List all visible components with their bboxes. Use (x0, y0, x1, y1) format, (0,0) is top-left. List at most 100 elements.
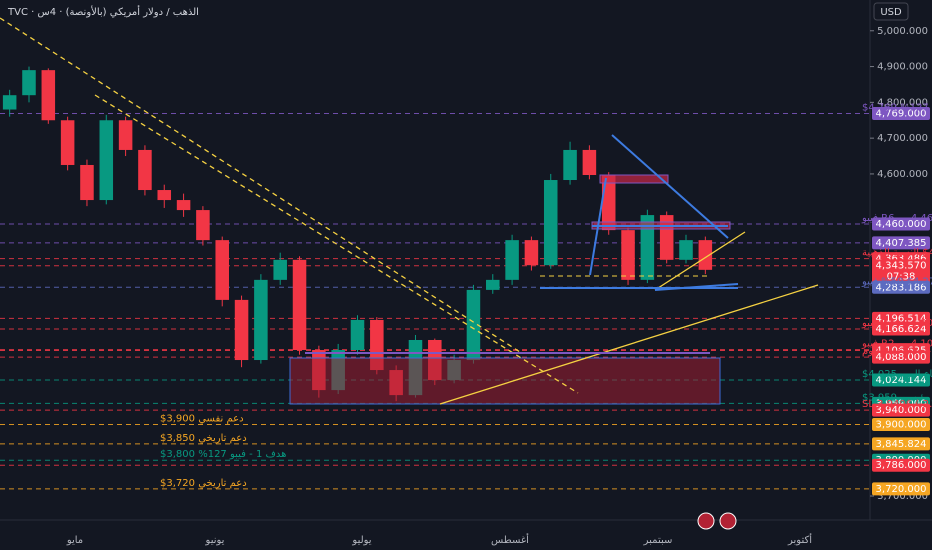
candle-body (601, 175, 616, 231)
zone-box (289, 357, 721, 405)
zone-box (599, 174, 669, 184)
event-icon[interactable] (719, 512, 737, 530)
event-icon[interactable] (697, 512, 715, 530)
trend-line (94, 94, 579, 394)
level-note: دعم تاريخي 3,850$ (160, 433, 247, 444)
candle-body (543, 180, 558, 266)
y-tick-label: 4,700.000 (877, 133, 928, 144)
price-label-box (872, 373, 930, 387)
level-note: قاع رئيسي 3,959$ (862, 392, 932, 403)
candle-body (505, 240, 519, 280)
candle-body (698, 240, 713, 270)
price-label-box (872, 458, 930, 472)
price-label-box (872, 403, 930, 417)
price-label-box (872, 106, 930, 120)
candle-body (524, 240, 539, 266)
candle-body (2, 95, 17, 110)
price-label: 4,769.000 (876, 108, 927, 119)
candle-body (466, 289, 481, 361)
price-label: 3,940.000 (876, 405, 927, 416)
candle-body (99, 120, 114, 201)
x-tick-label: سبتمبر (643, 535, 673, 546)
price-label: 3,786.000 (876, 460, 927, 471)
price-label: 4,460.000 (876, 219, 927, 230)
currency[interactable]: USD (880, 7, 902, 18)
y-tick-label: 4,800.000 (877, 97, 928, 108)
candle-body (157, 190, 172, 201)
candle-body (22, 70, 36, 96)
price-label-box (872, 259, 930, 284)
level-note: R3 — 4,202$ 38.2% فيبو (861, 318, 932, 329)
price-label: 4,283.186 (876, 282, 927, 293)
candle-body (196, 210, 210, 241)
candle-body (292, 259, 307, 351)
candle-body (254, 279, 268, 361)
chart-title: TVC · الذهب / دولار أمريكي (بالأونصة) · … (7, 5, 199, 18)
price-label-box (872, 437, 930, 451)
price-label: 4,024.144 (876, 375, 927, 386)
candle-body (138, 149, 152, 191)
price-label-box (872, 417, 930, 431)
price-label-box (872, 322, 930, 336)
currency-button[interactable] (873, 2, 909, 21)
level-note: R1 — 4,088$ قمة اليوم (862, 346, 932, 357)
candle-body (41, 70, 56, 121)
price-label: 3,720.000 (876, 484, 927, 495)
x-tick-label: يوليو (351, 535, 371, 546)
price-label: 3,845.824 (876, 439, 927, 450)
price-label: 4,196.514 (876, 313, 927, 324)
level-note: امتداد 127% 4,769$ (862, 102, 932, 113)
y-tick-label: 4,900.000 (877, 62, 928, 73)
x-tick-label: أغسطس (491, 533, 529, 546)
price-label: 4,407.385 (876, 238, 927, 249)
price-label-box (872, 236, 930, 250)
candle-body (80, 164, 94, 201)
level-note: دعم تاريخي 3,720$ (160, 478, 247, 489)
price-label: 4,363.486 (876, 254, 927, 265)
price-label: 4,166.624 (876, 324, 927, 335)
price-label: 4,343.570 (876, 261, 927, 272)
level-note: دعم نفسي 3,900$ (160, 413, 244, 424)
level-note: R6 — 4,460$ 78.6% فيبو (861, 213, 932, 224)
level-note: هدف 1 - فيبو 127% 3,800$ (160, 449, 286, 460)
arrow (589, 177, 607, 276)
x-tick-label: مايو (66, 535, 83, 546)
candle-body (234, 299, 249, 361)
price-label: 3,900.000 (876, 419, 927, 430)
level-note: R4 — (2 هدف) 4,277$ 50% فيبو (861, 276, 932, 287)
drawings (0, 17, 819, 530)
candle-body (582, 149, 597, 176)
candle-body (215, 240, 229, 300)
x-tick-label: يونيو (205, 535, 225, 546)
trend-line (439, 284, 819, 405)
candle-body (176, 200, 191, 211)
candle-body (486, 279, 500, 290)
level-note: SL 3,940$ (-2.4%) (862, 399, 932, 410)
price-label: 4,088.000 (876, 352, 927, 363)
countdown: 07:38 (887, 272, 916, 283)
x-tick-label: أكتوبر (787, 533, 812, 546)
candle-body (679, 240, 693, 260)
y-tick-label: 4,600.000 (877, 169, 928, 180)
price-label-box (872, 280, 930, 294)
candle-body (350, 319, 365, 351)
price-label-box (872, 311, 930, 325)
y-tick-label: 5,000.000 (877, 26, 928, 37)
trend-line (0, 17, 521, 353)
candle-body (60, 120, 75, 165)
level-note: قاع اليوم 4,025$ (862, 369, 932, 380)
level-note: R5 — (3 هدف) 4,352$ النسبة الذهبية (862, 248, 932, 259)
price-label-box (872, 482, 930, 496)
price-label-box (872, 350, 930, 364)
candle-body (118, 120, 133, 150)
candle-body (563, 149, 577, 181)
triangle-line (611, 134, 729, 239)
candle-body (640, 215, 655, 280)
price-label-box (872, 217, 930, 231)
trend-line (654, 231, 746, 291)
candle-body (273, 259, 287, 280)
candle-body (621, 230, 635, 280)
